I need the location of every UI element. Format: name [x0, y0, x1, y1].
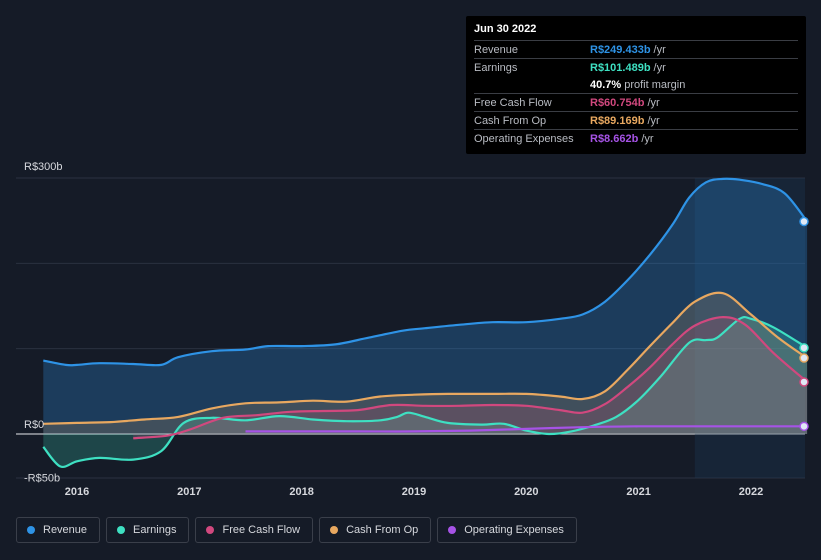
legend-label: Cash From Op: [346, 524, 419, 536]
legend-label: Revenue: [43, 524, 88, 536]
line-earnings: [42, 315, 808, 469]
tooltip-row-profit-margin: 40.7% profit margin: [474, 76, 798, 94]
tooltip-row-operating-expenses: Operating Expenses R$8.662b /yr: [474, 130, 798, 147]
tooltip-row-earnings: Earnings R$101.489b /yr: [474, 59, 798, 76]
x-axis-labels: 2016 2017 2018 2019 2020 2021 2022: [65, 486, 763, 498]
tooltip-label: Earnings: [474, 61, 518, 74]
y-tick-label: R$0: [24, 419, 44, 431]
legend-item-revenue[interactable]: Revenue: [16, 517, 101, 543]
series-lines: [42, 177, 808, 469]
tooltip-unit: /yr: [653, 61, 666, 74]
tooltip-row-cash-from-op: Cash From Op R$89.169b /yr: [474, 112, 798, 130]
line-cash-from-op: [43, 291, 808, 425]
tooltip-value: 40.7%: [590, 78, 622, 91]
area-revenue: [43, 178, 808, 434]
tooltip-unit: /yr: [647, 96, 660, 109]
x-tick-label: 2018: [289, 486, 313, 498]
legend-item-free-cash-flow[interactable]: Free Cash Flow: [195, 517, 314, 543]
tooltip-label: Free Cash Flow: [474, 96, 552, 109]
tooltip-value: R$249.433b: [590, 43, 651, 56]
tooltip-unit: /yr: [641, 132, 654, 145]
tooltip-value: R$89.169b: [590, 114, 645, 127]
tooltip-unit: /yr: [653, 43, 666, 56]
endpoint-free-cash-flow: [799, 377, 809, 387]
x-tick-label: 2022: [739, 486, 763, 498]
area-earnings: [43, 317, 808, 467]
endpoint-earnings: [799, 343, 809, 353]
tooltip-label: Revenue: [474, 43, 519, 56]
line-revenue: [43, 177, 808, 367]
endpoint-revenue: [799, 216, 809, 227]
legend-label: Operating Expenses: [464, 524, 564, 536]
legend-item-earnings[interactable]: Earnings: [106, 517, 190, 543]
endpoint-operating-expenses: [799, 421, 809, 432]
x-tick-label: 2019: [402, 486, 426, 498]
legend-label: Earnings: [133, 524, 177, 536]
series-endpoints: [799, 216, 809, 432]
tooltip-row-free-cash-flow: Free Cash Flow R$60.754b /yr: [474, 94, 798, 112]
legend-item-operating-expenses[interactable]: Operating Expenses: [437, 517, 577, 543]
grid-lines: [16, 177, 805, 479]
data-tooltip: Jun 30 2022 Revenue R$249.433b /yr Earni…: [466, 16, 806, 154]
tooltip-row-revenue: Revenue R$249.433b /yr: [474, 41, 798, 59]
endpoint-cash-from-op: [799, 353, 809, 363]
y-tick-label: R$300b: [24, 161, 63, 173]
area-free-cash-flow: [133, 317, 808, 439]
tooltip-value: R$60.754b: [590, 96, 645, 109]
x-tick-label: 2017: [177, 486, 201, 498]
y-axis-labels: R$300b R$0 -R$50b: [24, 161, 63, 485]
tooltip-label: Operating Expenses: [474, 132, 574, 145]
line-operating-expenses: [245, 425, 808, 433]
legend-label: Free Cash Flow: [222, 524, 301, 536]
legend-dot-icon: [330, 526, 339, 534]
legend-dot-icon: [448, 526, 457, 534]
tooltip-unit: /yr: [647, 114, 660, 127]
line-free-cash-flow: [133, 315, 808, 440]
tooltip-unit: profit margin: [624, 78, 686, 91]
series-areas: [43, 178, 808, 467]
legend-dot-icon: [117, 526, 126, 534]
legend-dot-icon: [206, 526, 215, 534]
legend-dot-icon: [27, 526, 35, 534]
chart-legend: Revenue Earnings Free Cash Flow Cash Fro…: [16, 517, 577, 543]
x-tick-label: 2020: [514, 486, 538, 498]
area-cash-from-op: [43, 292, 808, 434]
tooltip-value: R$8.662b: [590, 132, 639, 145]
tooltip-value: R$101.489b: [590, 61, 651, 74]
y-tick-label: -R$50b: [24, 473, 60, 485]
x-tick-label: 2021: [626, 486, 650, 498]
tooltip-label: Cash From Op: [474, 114, 547, 127]
legend-item-cash-from-op[interactable]: Cash From Op: [319, 517, 432, 543]
x-tick-label: 2016: [65, 486, 89, 498]
tooltip-date: Jun 30 2022: [474, 23, 798, 41]
